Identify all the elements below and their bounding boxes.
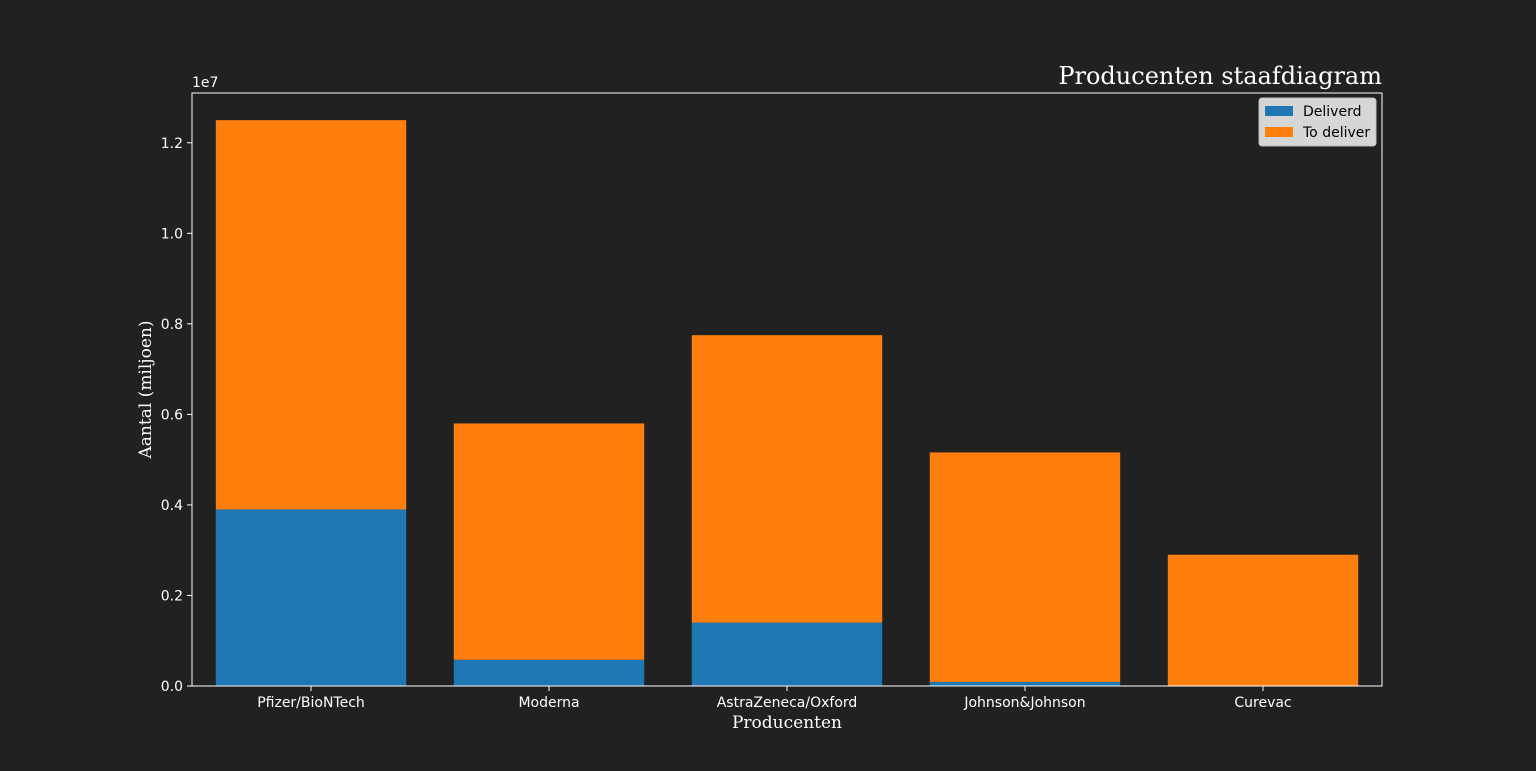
bar-deliverd-1 bbox=[453, 659, 645, 686]
y-tick-label: 0.4 bbox=[161, 498, 183, 514]
x-tick-label: Moderna bbox=[518, 695, 579, 711]
x-tick-label: Curevac bbox=[1234, 695, 1291, 711]
bar-to-deliver-2 bbox=[691, 335, 883, 623]
legend-label-to-deliver: To deliver bbox=[1302, 125, 1370, 141]
bar-deliverd-3 bbox=[929, 681, 1121, 686]
x-tick-label: AstraZeneca/Oxford bbox=[717, 695, 858, 711]
y-tick-label: 0.2 bbox=[161, 588, 183, 604]
chart-title: Producenten staafdiagram bbox=[1058, 62, 1382, 90]
x-tick-label: Johnson&Johnson bbox=[963, 695, 1085, 711]
bar-to-deliver-1 bbox=[453, 423, 645, 660]
y-axis-ticks: 0.0 0.2 0.4 0.6 0.8 1.0 1.2 bbox=[161, 136, 192, 695]
legend: Deliverd To deliver bbox=[1258, 97, 1377, 147]
x-axis-ticks: Pfizer/BioNTech Moderna AstraZeneca/Oxford… bbox=[257, 686, 1292, 711]
x-tick-label: Pfizer/BioNTech bbox=[257, 695, 365, 711]
bars-group bbox=[215, 120, 1359, 686]
y-axis-offset-label: 1e7 bbox=[192, 75, 218, 91]
legend-swatch-deliverd bbox=[1265, 106, 1293, 116]
y-tick-label: 0.0 bbox=[161, 679, 183, 695]
y-tick-label: 1.2 bbox=[161, 136, 183, 152]
y-tick-label: 1.0 bbox=[161, 226, 183, 242]
legend-swatch-to-deliver bbox=[1265, 127, 1293, 137]
x-axis-label: Producenten bbox=[732, 713, 842, 733]
legend-label-deliverd: Deliverd bbox=[1303, 104, 1361, 120]
bar-deliverd-0 bbox=[215, 509, 407, 686]
y-tick-label: 0.8 bbox=[161, 317, 183, 333]
y-axis-label: Aantal (miljoen) bbox=[136, 321, 156, 460]
bar-to-deliver-4 bbox=[1167, 554, 1359, 686]
bar-deliverd-2 bbox=[691, 622, 883, 686]
bar-to-deliver-3 bbox=[929, 452, 1121, 682]
bar-to-deliver-0 bbox=[215, 120, 407, 510]
y-tick-label: 0.6 bbox=[161, 407, 183, 423]
